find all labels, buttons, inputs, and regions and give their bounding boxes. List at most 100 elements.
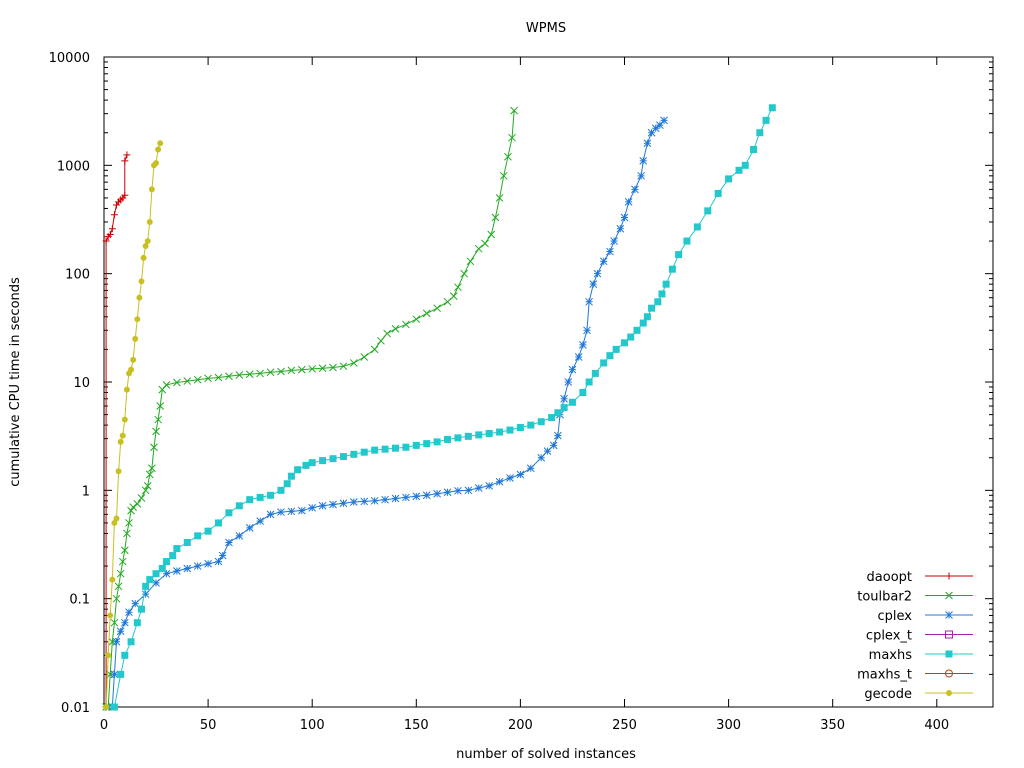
data-point [125, 519, 133, 527]
data-point [194, 532, 202, 540]
data-point [714, 189, 722, 197]
data-point [246, 496, 254, 504]
data-point [153, 160, 160, 167]
data-point [377, 336, 385, 345]
y-tick-label: 0.1 [69, 593, 90, 608]
data-point [132, 335, 139, 342]
data-point [624, 198, 633, 206]
data-point [449, 292, 458, 301]
data-point [277, 486, 285, 494]
data-point [256, 517, 265, 525]
y-tick-label: 10 [73, 376, 90, 391]
data-point [495, 477, 504, 486]
data-point [142, 582, 150, 590]
data-point [444, 435, 452, 443]
data-point [402, 493, 410, 502]
data-point [158, 564, 166, 572]
data-point [631, 185, 639, 194]
data-point [133, 500, 142, 508]
data-point [225, 538, 233, 547]
chart-title: WPMS [526, 21, 566, 36]
data-point [152, 578, 160, 587]
data-point [360, 497, 369, 506]
data-point [620, 339, 628, 347]
data-point [109, 576, 116, 583]
data-point [735, 166, 743, 174]
data-point [141, 590, 150, 599]
data-point [137, 605, 145, 613]
data-point [662, 280, 670, 288]
data-point [704, 207, 712, 215]
data-point [329, 363, 337, 372]
data-point [762, 116, 770, 124]
data-point [116, 569, 125, 578]
legend-item-daoopt: daoopt [867, 570, 973, 585]
data-point [612, 345, 620, 353]
data-point [554, 409, 562, 417]
data-point [162, 569, 171, 578]
data-point [245, 524, 254, 532]
data-point [106, 230, 114, 238]
data-point [660, 116, 668, 125]
data-point [283, 480, 291, 488]
legend-item-gecode: gecode [864, 687, 973, 702]
data-point [945, 669, 953, 678]
data-point [235, 502, 243, 510]
data-point [579, 388, 587, 396]
data-point [214, 557, 223, 566]
data-point [277, 367, 285, 376]
data-point [107, 612, 114, 619]
data-point [121, 416, 128, 423]
data-point [454, 434, 462, 442]
data-point [193, 375, 202, 384]
data-point [464, 486, 473, 495]
data-point [443, 488, 452, 497]
data-point [668, 265, 676, 273]
data-point [391, 494, 400, 503]
data-point [183, 564, 192, 573]
data-point [121, 157, 129, 165]
data-point [138, 278, 145, 285]
x-tick-label: 250 [612, 718, 637, 733]
data-point [120, 618, 129, 627]
series-line [111, 120, 665, 708]
data-point [339, 499, 348, 508]
data-point [245, 370, 254, 379]
data-point [110, 211, 118, 219]
data-point [339, 362, 348, 371]
data-point [360, 448, 368, 456]
data-point [173, 378, 181, 387]
data-point [137, 494, 146, 502]
data-point [454, 486, 462, 495]
x-tick-label: 400 [924, 718, 949, 733]
data-point [110, 670, 119, 679]
data-point [402, 443, 410, 451]
data-point [554, 431, 562, 440]
data-point [225, 509, 233, 517]
data-point [120, 546, 129, 555]
data-point [146, 576, 154, 584]
data-point [173, 545, 181, 553]
data-point [412, 492, 421, 501]
data-point [599, 257, 608, 266]
data-point [412, 315, 421, 324]
x-tick-label: 200 [508, 718, 533, 733]
data-point [422, 491, 431, 500]
data-point [256, 493, 264, 501]
y-tick-label: 0.01 [61, 701, 90, 716]
data-point [297, 506, 306, 515]
data-point [339, 453, 347, 461]
data-point [945, 572, 953, 580]
legend-item-cplex: cplex [878, 609, 973, 624]
data-point [574, 353, 583, 361]
data-point [204, 374, 212, 383]
data-point [319, 457, 327, 465]
data-point [256, 369, 265, 378]
data-point [204, 527, 212, 535]
data-point [651, 124, 660, 133]
data-point [350, 450, 358, 458]
y-tick-label: 10000 [49, 51, 90, 66]
data-point [218, 551, 227, 560]
series-daoopt [102, 151, 131, 711]
